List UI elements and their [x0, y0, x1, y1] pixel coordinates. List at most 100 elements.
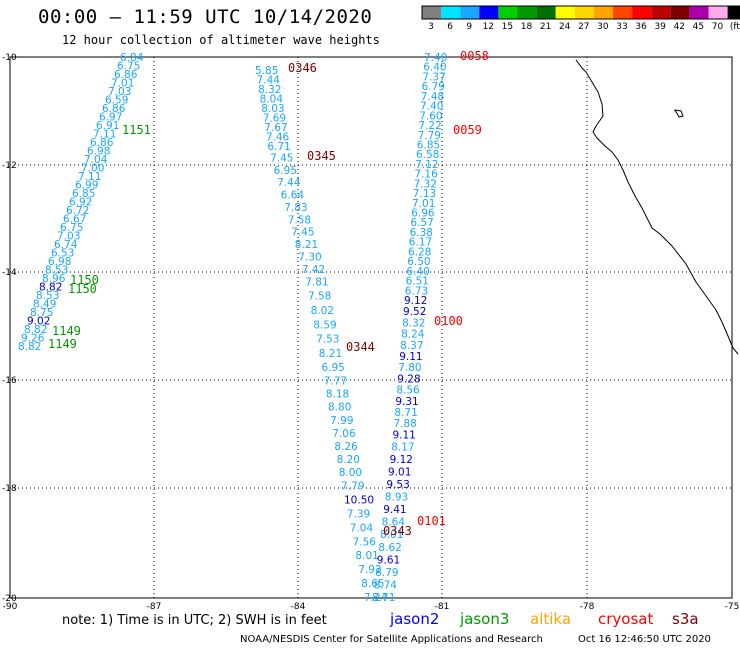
- swh-value: 6.95: [321, 362, 344, 374]
- swh-value: 7.58: [288, 214, 311, 226]
- island: [674, 109, 684, 118]
- swh-value: 7.00: [81, 163, 104, 175]
- satellite-legend-altika: altika: [530, 610, 572, 628]
- legend-swatch: [727, 6, 740, 19]
- swh-value: 10.50: [344, 495, 374, 507]
- swh-value: 7.04: [350, 522, 374, 534]
- swh-value: 9.53: [386, 479, 409, 491]
- swh-value: 8.82: [18, 341, 41, 353]
- swh-value: 7.24: [364, 592, 388, 604]
- swh-value: 8.71: [372, 592, 395, 604]
- time-label: 1150: [68, 282, 97, 296]
- swh-value: 6.50: [407, 256, 430, 268]
- lon-tick-label: -84: [291, 602, 306, 612]
- legend-swatch: [689, 6, 709, 19]
- time-label: 0100: [434, 314, 463, 328]
- swh-value: 7.92: [358, 564, 381, 576]
- satellite-legend-cryosat: cryosat: [598, 610, 654, 628]
- swh-value: 8.21: [295, 239, 318, 251]
- swh-value: 8.80: [328, 402, 351, 414]
- legend-label: 12: [482, 22, 495, 32]
- swh-value: 6.40: [406, 266, 429, 278]
- swh-value: 7.12: [415, 159, 438, 171]
- swh-value: 6.86: [102, 103, 126, 115]
- swh-value: 7.79: [341, 481, 364, 493]
- swh-value: 8.24: [401, 329, 425, 341]
- swh-value: 7.45: [291, 227, 314, 239]
- swh-value: 8.04: [260, 94, 284, 106]
- satellite-legend-s3a: s3a: [672, 610, 699, 628]
- lat-tick-label: -20: [2, 594, 17, 604]
- swh-value: 5.85: [255, 65, 278, 77]
- swh-value: 8.01: [380, 529, 403, 541]
- map-title: 00:00 – 11:59 UTC 10/14/2020: [38, 6, 373, 28]
- legend-label: 39: [654, 22, 666, 32]
- swh-value: 8.56: [396, 385, 420, 397]
- swh-value: 9.12: [404, 295, 427, 307]
- swh-value: 7.03: [57, 231, 80, 243]
- time-label: 0345: [307, 149, 336, 163]
- legend-label: 21: [539, 22, 552, 32]
- swh-value: 8.53: [36, 290, 59, 302]
- swh-value: 8.02: [311, 305, 334, 317]
- map-subtitle: 12 hour collection of altimeter wave hei…: [62, 33, 380, 47]
- legend-swatch: [536, 6, 556, 19]
- legend-label: 18: [520, 22, 533, 32]
- lat-tick-label: -10: [2, 53, 17, 63]
- legend-swatch: [593, 6, 613, 19]
- legend-label: 9: [466, 22, 473, 32]
- time-label: 0344: [346, 340, 375, 354]
- swh-value: 7.48: [421, 91, 444, 103]
- swh-value: 8.20: [337, 454, 360, 466]
- swh-value: 6.64: [281, 190, 305, 202]
- swh-value: 7.03: [108, 86, 131, 98]
- swh-value: 7.37: [422, 71, 445, 83]
- swh-value: 6.97: [99, 112, 122, 124]
- swh-value: 7.58: [308, 291, 331, 303]
- swh-value: 9.26: [21, 333, 45, 345]
- swh-value: 7.60: [419, 110, 442, 122]
- satellite-legend-jason2: jason2: [390, 610, 440, 628]
- swh-value: 7.16: [414, 169, 438, 181]
- swh-value: 7.45: [270, 152, 293, 164]
- swh-value: 9.41: [383, 504, 406, 516]
- credit-text: NOAA/NESDIS Center for Satellite Applica…: [240, 634, 543, 645]
- legend-swatch: [613, 6, 633, 19]
- swh-value: 8.75: [30, 307, 53, 319]
- swh-value: 6.86: [114, 69, 138, 81]
- swh-value: 7.88: [393, 418, 416, 430]
- swh-value: 6.96: [411, 208, 435, 220]
- swh-value: 6.75: [60, 222, 83, 234]
- legend-label: 15: [501, 22, 514, 32]
- swh-value: 8.21: [319, 348, 342, 360]
- swh-value: 7.01: [412, 198, 435, 210]
- legend-label: 33: [616, 22, 628, 32]
- swh-value: 8.59: [313, 319, 336, 331]
- swh-value: 7.11: [78, 171, 101, 183]
- swh-value: 8.93: [385, 492, 408, 504]
- swh-value: 8.32: [258, 84, 281, 96]
- swh-value: 6.53: [51, 248, 74, 260]
- lon-tick-label: -81: [435, 602, 450, 612]
- legend-swatch: [651, 6, 671, 19]
- swh-value: 7.11: [93, 129, 116, 141]
- swh-value: 9.52: [403, 306, 426, 318]
- swh-value: 6.84: [120, 52, 144, 64]
- swh-value: 8.32: [402, 317, 425, 329]
- swh-value: 7.40: [424, 52, 447, 64]
- legend-swatch: [670, 6, 690, 19]
- swh-value: 6.86: [90, 137, 114, 149]
- swh-value: 8.79: [375, 567, 398, 579]
- swh-value: 6.38: [410, 227, 433, 239]
- time-label: 1151: [122, 123, 151, 137]
- grid-lines: [10, 57, 732, 598]
- swh-value: 6.58: [416, 149, 439, 161]
- swh-value: 6.75: [117, 61, 140, 73]
- swh-value: 9.11: [392, 429, 415, 441]
- legend-swatch: [517, 6, 537, 19]
- swh-value: 7.42: [302, 264, 325, 276]
- swh-value: 7.80: [398, 362, 421, 374]
- swh-value: 7.13: [413, 188, 436, 200]
- swh-value: 6.28: [408, 246, 431, 258]
